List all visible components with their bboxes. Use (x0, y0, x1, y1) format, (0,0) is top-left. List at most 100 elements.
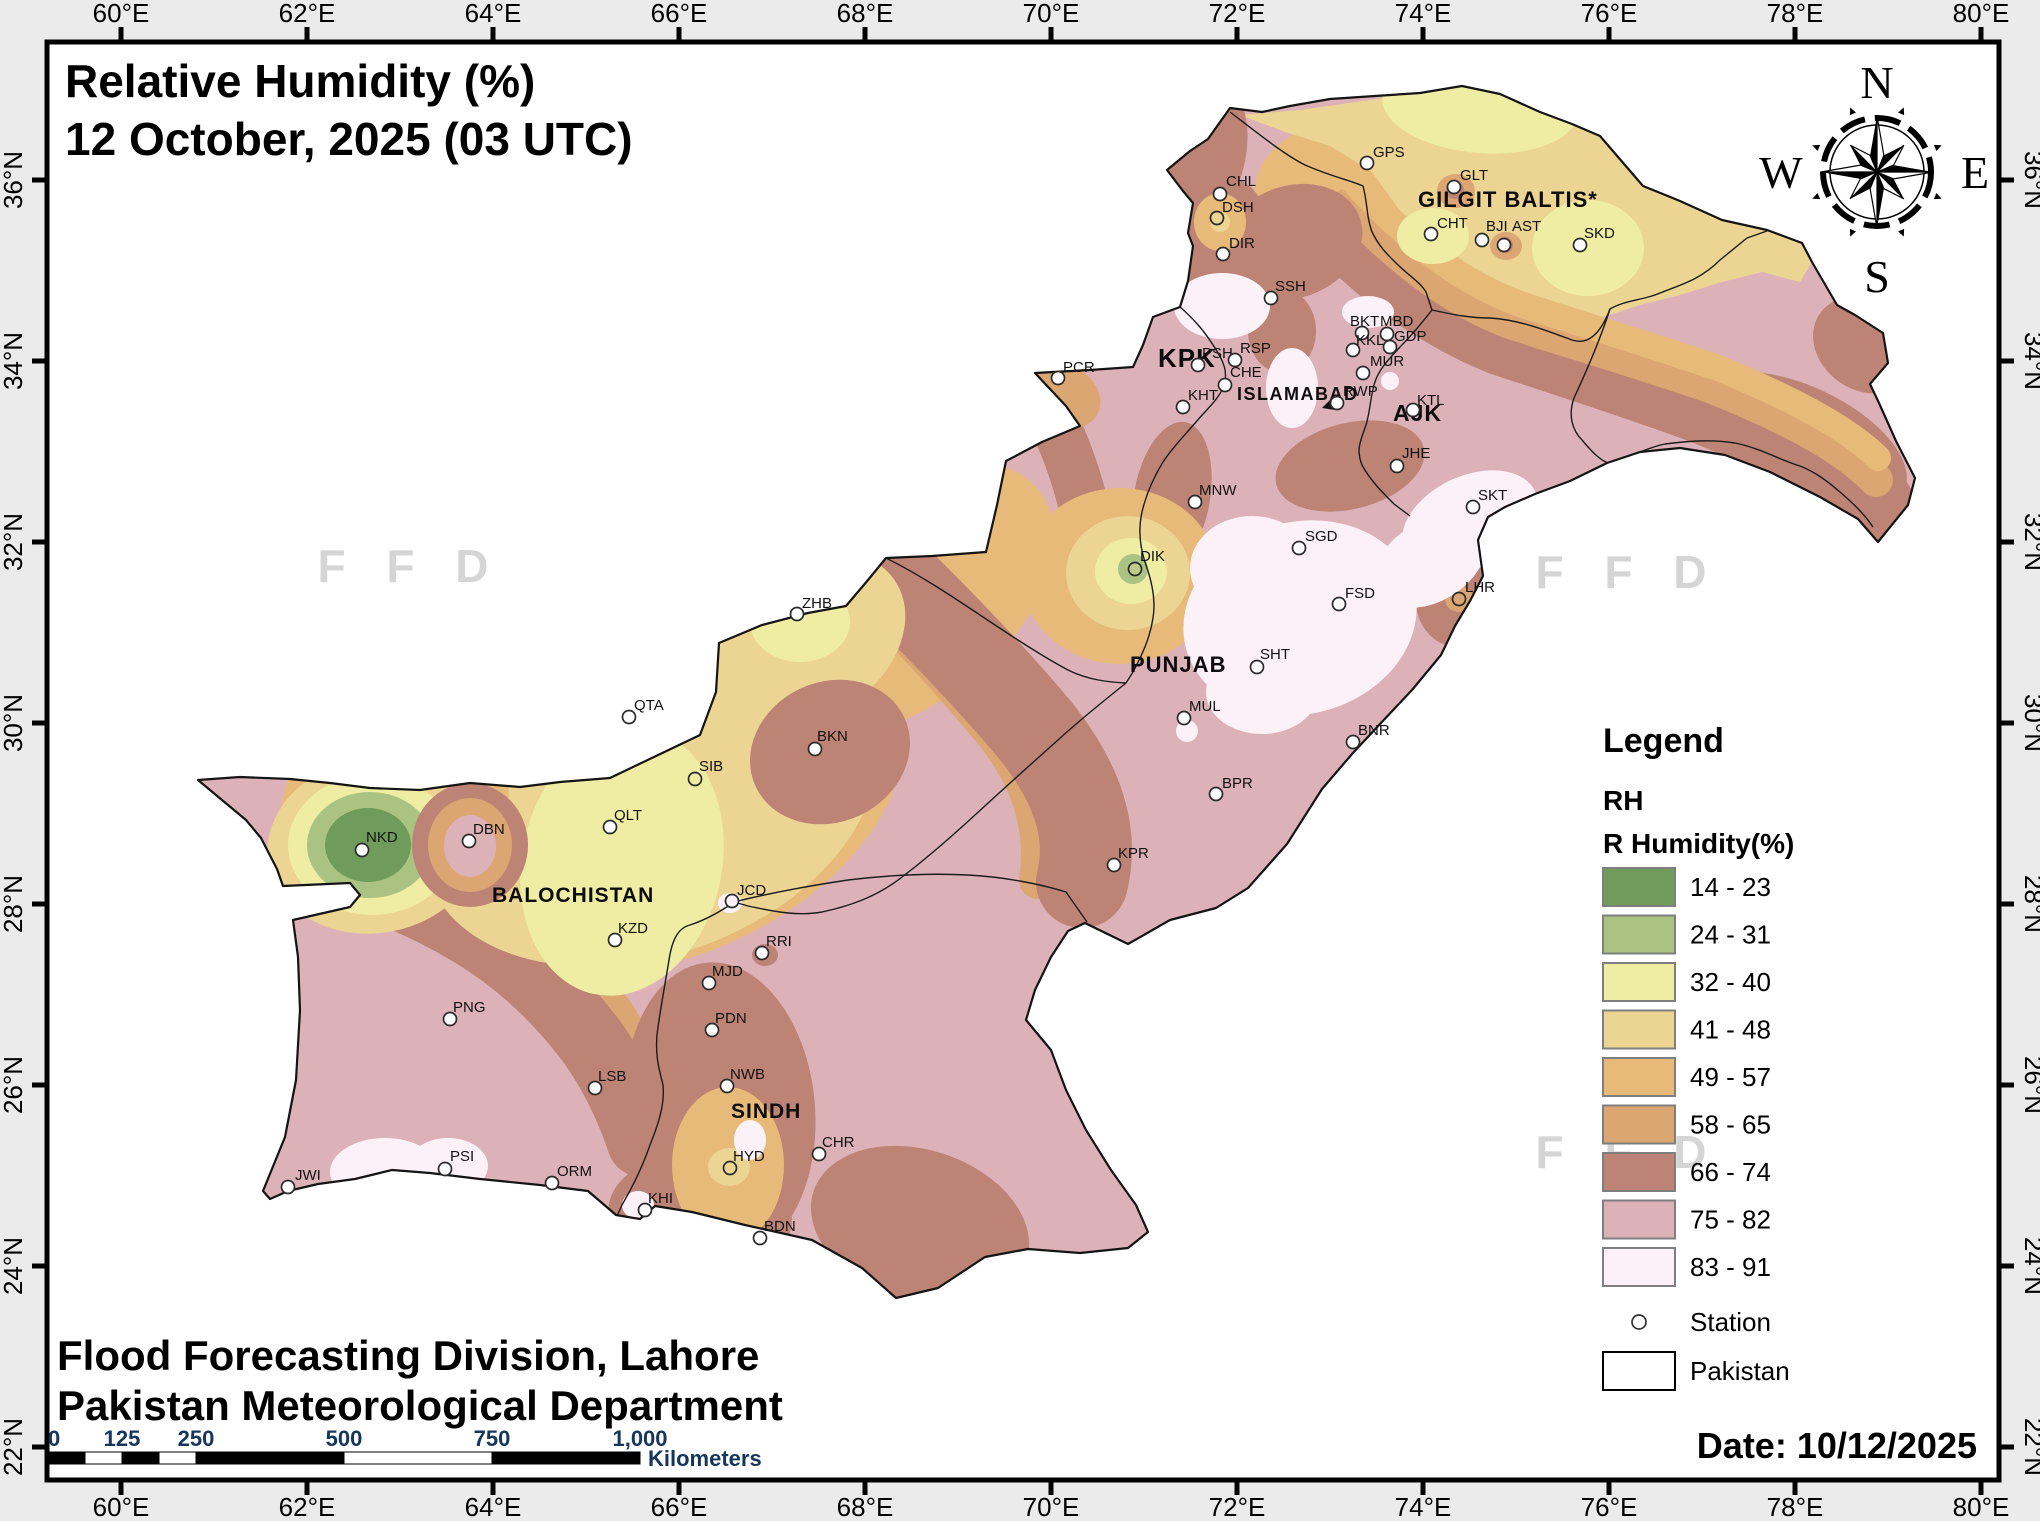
station-chl: CHL (1212, 173, 1256, 202)
region-label-punjab: PUNJAB (1130, 652, 1226, 677)
station-point-icon (1227, 352, 1243, 368)
station-rsp: RSP (1227, 340, 1271, 368)
lon-label-top: 76°E (1581, 0, 1638, 28)
station-label: CHE (1230, 364, 1262, 381)
lat-label-left: 28°N (0, 875, 28, 933)
lon-label-bottom: 62°E (279, 1492, 336, 1521)
station-kkl: KKL (1345, 332, 1384, 358)
station-label: MJD (712, 963, 743, 980)
station-point-icon (1291, 540, 1307, 556)
station-point-icon (1187, 494, 1203, 510)
lat-label-right: 34°N (2019, 332, 2040, 390)
compass-rose-icon: N S E W (1759, 57, 1989, 302)
lon-label-bottom: 68°E (837, 1492, 894, 1521)
station-point-icon (1496, 237, 1512, 253)
station-label: AST (1512, 218, 1541, 235)
station-label: GLT (1460, 167, 1488, 184)
station-label: SIB (699, 758, 723, 775)
scalebar-tick-label: 500 (326, 1426, 363, 1451)
station-point-icon (1208, 786, 1224, 802)
compass-east-label: E (1961, 147, 1989, 198)
station-point-icon (789, 606, 805, 622)
station-mnw: MNW (1187, 482, 1237, 510)
station-point-icon (1215, 246, 1231, 262)
station-bnr: BNR (1345, 722, 1390, 750)
scalebar-segment (491, 1451, 641, 1465)
station-label: SHT (1260, 646, 1290, 663)
station-bkn: BKN (807, 728, 848, 757)
station-label: BKT (1350, 313, 1379, 330)
station-cht: CHT (1423, 215, 1468, 242)
station-skd: SKD (1572, 225, 1615, 253)
station-jwi: JWI (280, 1167, 321, 1195)
station-label: PNG (453, 999, 486, 1016)
station-ast: AST (1496, 218, 1541, 253)
lon-label-top: 80°E (1953, 0, 2010, 28)
station-label: DIK (1140, 548, 1165, 565)
compass-west-label: W (1759, 147, 1803, 198)
footer-line2: Pakistan Meteorological Department (57, 1382, 783, 1429)
station-point-icon (807, 741, 823, 757)
station-label: FSD (1345, 585, 1375, 602)
station-dik: DIK (1127, 548, 1165, 577)
scalebar-unit-label: Kilometers (648, 1446, 762, 1471)
station-bpr: BPR (1208, 775, 1253, 802)
scalebar-segment (121, 1451, 160, 1465)
legend-class-label: 14 - 23 (1690, 872, 1771, 902)
station-point-icon (1190, 357, 1206, 373)
station-point-icon (687, 771, 703, 787)
station-kzd: KZD (607, 920, 648, 948)
station-ktl: KTL (1405, 392, 1445, 418)
legend-swatch (1602, 1152, 1676, 1192)
legend-class-label: 66 - 74 (1690, 1157, 1771, 1187)
lat-label-right: 26°N (2019, 1056, 2040, 1114)
legend-swatch (1602, 1104, 1676, 1145)
station-point-icon (1050, 370, 1066, 386)
station-label: MUR (1370, 353, 1404, 370)
legend-swatch (1602, 962, 1676, 1002)
lon-label-top: 74°E (1395, 0, 1452, 28)
station-point-icon (1209, 210, 1225, 226)
lat-label-left: 24°N (0, 1237, 28, 1295)
legend-station-icon (1631, 1314, 1647, 1330)
compass-star-light (1849, 144, 1878, 173)
station-point-icon (719, 1078, 735, 1094)
compass-star-light (1876, 115, 1885, 173)
station-point-icon (1405, 402, 1421, 418)
station-che: CHE (1217, 364, 1262, 393)
lat-label-left: 26°N (0, 1056, 28, 1114)
station-sht: SHT (1249, 646, 1290, 675)
scalebar-segment (158, 1451, 197, 1465)
lon-label-top: 62°E (279, 0, 336, 28)
legend-station-label: Station (1690, 1307, 1771, 1337)
station-rri: RRI (754, 933, 792, 961)
legend-class-label: 32 - 40 (1690, 967, 1771, 997)
region-label-sindh: SINDH (731, 1100, 801, 1123)
legend-boundary-label: Pakistan (1690, 1356, 1790, 1386)
lon-label-top: 66°E (651, 0, 708, 28)
station-label: BPR (1222, 775, 1253, 792)
station-point-icon (621, 709, 637, 725)
station-point-icon (1217, 377, 1233, 393)
station-point-icon (1127, 561, 1143, 577)
lat-label-left: 36°N (0, 151, 28, 209)
station-kpr: KPR (1106, 845, 1149, 873)
compass-star-light (1869, 171, 1878, 229)
scalebar-tick-label: 125 (104, 1426, 141, 1451)
station-label: BKN (817, 728, 848, 745)
station-label: NKD (366, 829, 398, 846)
station-label: PSH (1202, 345, 1233, 362)
map-title-line1: Relative Humidity (%) (65, 55, 535, 107)
station-qta: QTA (621, 697, 664, 725)
station-label: RWP (1343, 383, 1378, 400)
station-point-icon (1263, 290, 1279, 306)
scalebar-segment (47, 1451, 86, 1465)
station-pdn: PDN (704, 1010, 747, 1038)
station-point-icon (602, 819, 618, 835)
lat-label-right: 22°N (2019, 1418, 2040, 1476)
legend-class-label: 41 - 48 (1690, 1015, 1771, 1045)
lat-label-left: 22°N (0, 1418, 28, 1476)
region-label-kpk: KPK (1158, 343, 1216, 373)
station-gps: GPS (1359, 144, 1405, 171)
